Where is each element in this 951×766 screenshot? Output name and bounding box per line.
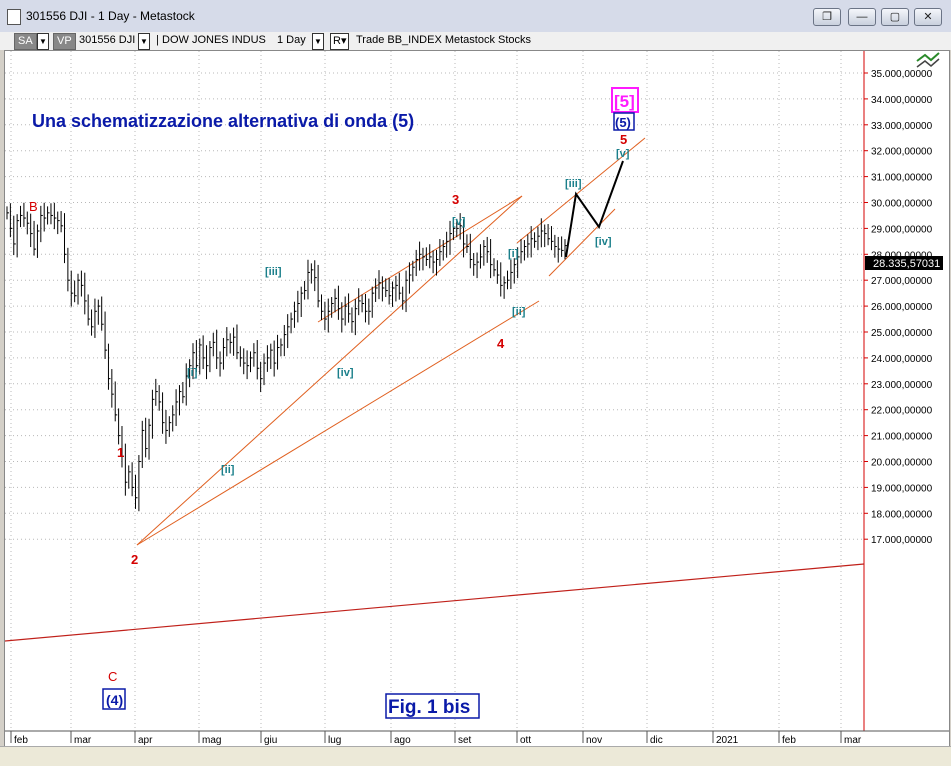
label-i-1: [i] <box>187 367 198 379</box>
sa-dropdown-icon[interactable]: ▼ <box>37 33 49 50</box>
y-tick-label: 19.000,00000 <box>871 483 933 494</box>
y-tick-label: 31.000,00000 <box>871 173 933 184</box>
y-tick-label: 34.000,00000 <box>871 95 933 106</box>
label-5: 5 <box>620 132 627 147</box>
long-trendline <box>5 563 865 642</box>
y-tick-label: 21.000,00000 <box>871 432 933 443</box>
vp-button[interactable]: VP <box>53 33 76 50</box>
projection-path <box>565 160 624 258</box>
x-axis-ticks: feb mar apr mag giu lug ago set ott nov dic 2021 feb… <box>10 731 862 746</box>
x-tick-label: mar <box>844 735 862 746</box>
maximize-icon[interactable]: ▢ <box>881 8 909 26</box>
r-button[interactable]: R▾ <box>330 33 350 50</box>
label-iii-2: [iii] <box>565 178 582 190</box>
x-tick-label: set <box>458 735 472 746</box>
label-1: 1 <box>117 445 124 460</box>
y-tick-label: 20.000,00000 <box>871 458 933 469</box>
y-tick-label: 25.000,00000 <box>871 328 933 339</box>
x-tick-label: feb <box>782 735 796 746</box>
y-axis-ticks: 35.000,00000 34.000,00000 33.000,00000 32.0… <box>864 69 933 546</box>
y-tick-label: 18.000,00000 <box>871 509 933 520</box>
status-bar <box>0 746 951 766</box>
label-b: B <box>29 199 38 214</box>
channel-lower-line-2 <box>548 208 616 277</box>
y-tick-label: 22.000,00000 <box>871 406 933 417</box>
x-tick-label: giu <box>264 735 277 746</box>
chart-tools-icon[interactable] <box>916 52 940 68</box>
chart-canvas: 35.000,00000 34.000,00000 33.000,00000 32.0… <box>5 51 949 746</box>
label-3: 3 <box>452 192 459 207</box>
y-tick-label: 32.000,00000 <box>871 147 933 158</box>
x-tick-label: lug <box>328 735 341 746</box>
instrument-label: DOW JONES INDUS <box>162 34 266 46</box>
x-tick-label: mar <box>74 735 92 746</box>
wave-5-box <box>613 112 635 131</box>
channel-lower-line <box>136 300 540 546</box>
label-4: 4 <box>497 336 505 351</box>
x-tick-label: dic <box>650 735 663 746</box>
price-tag-box <box>865 256 943 270</box>
label-wave-4: (4) <box>106 692 123 708</box>
fig-label-box <box>385 693 480 719</box>
fig-label: Fig. 1 bis <box>388 697 470 718</box>
period-dropdown-icon[interactable]: ▼ <box>312 33 324 50</box>
channel-lower-line-1 <box>136 195 523 546</box>
label-i-2: [i] <box>508 248 519 260</box>
separator-icon: | <box>156 34 159 46</box>
restore-icon[interactable]: ❐ <box>813 8 841 26</box>
label-ii-2: [ii] <box>512 306 526 318</box>
label-2: 2 <box>131 552 138 567</box>
x-tick-label: ago <box>394 735 411 746</box>
channel-upper-line-2 <box>516 137 646 244</box>
label-wave-5-major: [5] <box>614 92 635 111</box>
price-chart[interactable]: 35.000,00000 34.000,00000 33.000,00000 32.0… <box>4 50 950 747</box>
close-icon[interactable]: ✕ <box>914 8 942 26</box>
price-tag: 28.335,57031 <box>873 258 940 270</box>
label-v-1: [v] <box>452 216 466 228</box>
info-label: Trade BB_INDEX Metastock Stocks <box>356 34 532 46</box>
symbol-dropdown-icon[interactable]: ▼ <box>138 33 150 50</box>
label-iv-1: [iv] <box>337 367 354 379</box>
y-tick-label: 24.000,00000 <box>871 354 933 365</box>
y-tick-label: 17.000,00000 <box>871 535 933 546</box>
y-tick-label: 35.000,00000 <box>871 69 933 80</box>
wave-4-box <box>102 688 126 710</box>
x-tick-label: ott <box>520 735 531 746</box>
symbol-label: 301556 DJI <box>79 34 136 46</box>
label-iii-1: [iii] <box>265 266 282 278</box>
x-tick-label: mag <box>202 735 221 746</box>
x-tick-label: 2021 <box>716 735 739 746</box>
price-bars <box>6 202 567 512</box>
wave-5-major-box <box>611 87 639 113</box>
sa-button[interactable]: SA <box>14 33 37 50</box>
x-tick-label: nov <box>586 735 602 746</box>
window-title: 301556 DJI - 1 Day - Metastock <box>26 9 195 23</box>
y-tick-label: 23.000,00000 <box>871 380 933 391</box>
label-c: C <box>108 669 117 684</box>
minimize-icon[interactable]: — <box>848 8 876 26</box>
y-tick-label: 30.000,00000 <box>871 199 933 210</box>
label-v-2: [v] <box>616 148 630 160</box>
x-tick-label: feb <box>14 735 28 746</box>
r-button-label: R <box>333 35 341 47</box>
app-icon <box>7 9 21 25</box>
y-tick-label: 28.000,00000 <box>871 250 933 261</box>
label-iv-2: [iv] <box>595 236 612 248</box>
y-tick-label: 33.000,00000 <box>871 121 933 132</box>
chart-headline: Una schematizzazione alternativa di onda… <box>32 111 414 131</box>
x-tick-label: apr <box>138 735 153 746</box>
label-ii-1: [ii] <box>221 464 235 476</box>
y-tick-label: 26.000,00000 <box>871 302 933 313</box>
y-tick-label: 29.000,00000 <box>871 224 933 235</box>
label-wave-5: (5) <box>615 115 631 130</box>
chart-toolbar: SA ▼ VP 301556 DJI ▼ | DOW JONES INDUS 1… <box>0 32 951 50</box>
period-label: 1 Day <box>277 34 306 46</box>
title-bar: 301556 DJI - 1 Day - Metastock ❐ — ▢ ✕ <box>0 0 951 33</box>
y-tick-label: 27.000,00000 <box>871 276 933 287</box>
